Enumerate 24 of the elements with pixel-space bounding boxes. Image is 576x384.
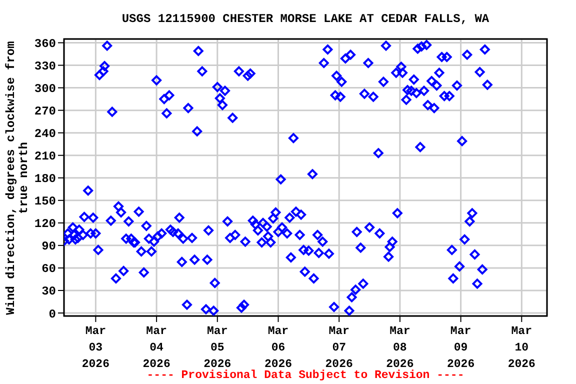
y-tick-label: 150 xyxy=(34,194,56,209)
y-tick-label: 210 xyxy=(34,150,56,164)
y-tick-label: 120 xyxy=(34,217,56,232)
x-tick-label: Mar 10 2026 xyxy=(508,325,536,371)
y-tick-label: 240 xyxy=(34,127,56,142)
y-tick-label: 30 xyxy=(42,284,56,299)
y-tick-label: 270 xyxy=(34,104,56,119)
y-tick-label: 360 xyxy=(34,37,56,52)
y-tick-label: 60 xyxy=(42,262,56,276)
y-axis-title: Wind direction, degrees clockwise from true north xyxy=(4,41,31,315)
y-tick-label: 330 xyxy=(34,60,56,74)
x-tick-label: Mar 07 2026 xyxy=(325,325,353,371)
x-tick-label: Mar 09 2026 xyxy=(446,325,475,371)
x-tick-label: Mar 05 2026 xyxy=(204,325,232,371)
y-tick-label: 0 xyxy=(48,307,56,322)
x-tick-label: Mar 04 2026 xyxy=(142,325,170,371)
text: ---- Provisional Data Subject to Revision ---- xyxy=(146,369,464,382)
x-tick-label: Mar 03 2026 xyxy=(82,325,110,371)
x-tick-label: Mar 06 2026 xyxy=(264,325,292,371)
y-tick-label: 90 xyxy=(42,240,56,254)
y-tick-label: 300 xyxy=(34,82,56,96)
chart-title: USGS 12115900 CHESTER MORSE LAKE AT CEDAR FALLS, WA xyxy=(120,12,490,26)
x-tick-label: Mar 08 2026 xyxy=(386,325,414,371)
y-tick-label: 180 xyxy=(34,172,56,186)
